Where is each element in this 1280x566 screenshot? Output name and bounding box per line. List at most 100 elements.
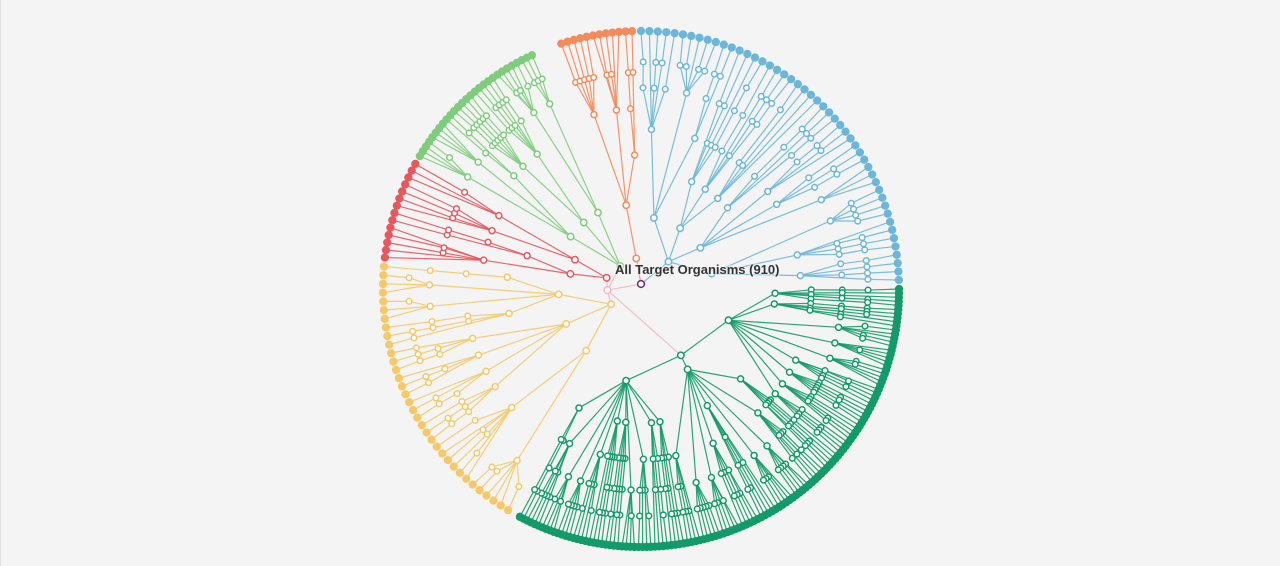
- internal-node[interactable]: [416, 357, 424, 365]
- leaf-node[interactable]: [892, 250, 901, 259]
- internal-node[interactable]: [784, 422, 793, 430]
- leaf-node[interactable]: [891, 242, 900, 251]
- internal-node[interactable]: [838, 271, 846, 279]
- internal-node[interactable]: [493, 467, 501, 475]
- internal-node[interactable]: [834, 245, 842, 253]
- internal-node[interactable]: [482, 112, 490, 120]
- internal-node[interactable]: [483, 430, 491, 438]
- group-node[interactable]: [724, 316, 733, 325]
- subgroup-node[interactable]: [565, 439, 574, 448]
- internal-node[interactable]: [682, 62, 690, 71]
- leaf-node[interactable]: [875, 185, 884, 195]
- subgroup-node[interactable]: [647, 125, 656, 134]
- internal-node[interactable]: [750, 172, 759, 180]
- internal-node[interactable]: [435, 400, 443, 408]
- branch-node[interactable]: [607, 300, 616, 309]
- leaf-node[interactable]: [383, 331, 392, 341]
- internal-node[interactable]: [551, 467, 559, 475]
- leaf-node[interactable]: [678, 30, 688, 39]
- leaf-node[interactable]: [645, 26, 654, 36]
- internal-node[interactable]: [428, 318, 436, 326]
- internal-node[interactable]: [762, 401, 770, 409]
- leaf-node[interactable]: [627, 27, 637, 36]
- internal-node[interactable]: [759, 476, 768, 484]
- subgroup-node[interactable]: [772, 200, 781, 209]
- subgroup-node[interactable]: [817, 195, 826, 204]
- subgroup-node[interactable]: [691, 134, 699, 143]
- subgroup-node[interactable]: [647, 419, 656, 427]
- subgroup-node[interactable]: [523, 251, 531, 260]
- internal-node[interactable]: [776, 106, 784, 114]
- internal-node[interactable]: [806, 306, 814, 314]
- internal-node[interactable]: [676, 61, 684, 69]
- internal-node[interactable]: [863, 269, 872, 277]
- leaf-node[interactable]: [695, 33, 704, 42]
- leaf-node[interactable]: [687, 31, 696, 41]
- subgroup-node[interactable]: [831, 339, 839, 347]
- group-node[interactable]: [571, 255, 579, 264]
- leaf-node[interactable]: [408, 405, 418, 415]
- subgroup-node[interactable]: [707, 473, 716, 482]
- internal-node[interactable]: [649, 455, 657, 463]
- internal-node[interactable]: [842, 383, 850, 391]
- internal-node[interactable]: [461, 403, 469, 411]
- internal-node[interactable]: [639, 58, 647, 66]
- internal-node[interactable]: [813, 428, 821, 436]
- leaf-node[interactable]: [595, 30, 604, 39]
- leaf-node[interactable]: [381, 245, 391, 255]
- leaf-node[interactable]: [758, 57, 767, 66]
- subgroup-node[interactable]: [736, 375, 745, 383]
- internal-node[interactable]: [661, 85, 669, 93]
- internal-node[interactable]: [833, 239, 841, 247]
- leaf-node[interactable]: [401, 180, 410, 189]
- leaf-node[interactable]: [384, 340, 394, 349]
- subgroup-node[interactable]: [519, 162, 527, 171]
- subgroup-node[interactable]: [763, 442, 771, 450]
- subgroup-node[interactable]: [510, 171, 518, 180]
- internal-node[interactable]: [557, 497, 565, 505]
- group-node[interactable]: [579, 218, 588, 227]
- internal-node[interactable]: [807, 134, 815, 142]
- internal-node[interactable]: [613, 511, 621, 519]
- leaf-node[interactable]: [719, 40, 728, 49]
- subgroup-node[interactable]: [590, 110, 598, 119]
- branch-node[interactable]: [616, 262, 625, 270]
- leaf-node[interactable]: [380, 253, 390, 262]
- internal-node[interactable]: [832, 401, 840, 409]
- internal-node[interactable]: [734, 461, 742, 469]
- internal-node[interactable]: [805, 174, 813, 182]
- leaf-node[interactable]: [383, 238, 392, 247]
- internal-node[interactable]: [652, 58, 660, 66]
- leaf-node[interactable]: [422, 428, 431, 437]
- internal-node[interactable]: [627, 512, 635, 520]
- internal-node[interactable]: [787, 151, 796, 159]
- group-node[interactable]: [696, 243, 705, 252]
- leaf-node[interactable]: [413, 413, 422, 422]
- internal-node[interactable]: [797, 446, 805, 454]
- internal-node[interactable]: [484, 238, 492, 246]
- leaf-node[interactable]: [496, 501, 505, 510]
- internal-node[interactable]: [801, 442, 809, 450]
- leaf-node[interactable]: [662, 28, 671, 37]
- internal-node[interactable]: [412, 344, 420, 352]
- internal-node[interactable]: [864, 286, 872, 294]
- internal-node[interactable]: [695, 65, 703, 73]
- leaf-node[interactable]: [735, 46, 744, 55]
- internal-node[interactable]: [434, 344, 442, 353]
- internal-node[interactable]: [636, 486, 644, 494]
- internal-node[interactable]: [721, 433, 729, 441]
- internal-node[interactable]: [851, 360, 859, 368]
- leaf-node[interactable]: [670, 29, 679, 38]
- internal-node[interactable]: [531, 486, 539, 494]
- group-node[interactable]: [622, 376, 631, 385]
- subgroup-node[interactable]: [639, 455, 648, 464]
- internal-node[interactable]: [711, 500, 719, 508]
- leaf-node[interactable]: [386, 348, 396, 358]
- internal-node[interactable]: [753, 120, 761, 129]
- group-node[interactable]: [683, 365, 692, 374]
- leaf-node[interactable]: [392, 201, 401, 210]
- group-node[interactable]: [562, 320, 571, 328]
- subgroup-node[interactable]: [545, 100, 554, 108]
- internal-node[interactable]: [409, 327, 417, 335]
- leaf-node[interactable]: [379, 271, 388, 280]
